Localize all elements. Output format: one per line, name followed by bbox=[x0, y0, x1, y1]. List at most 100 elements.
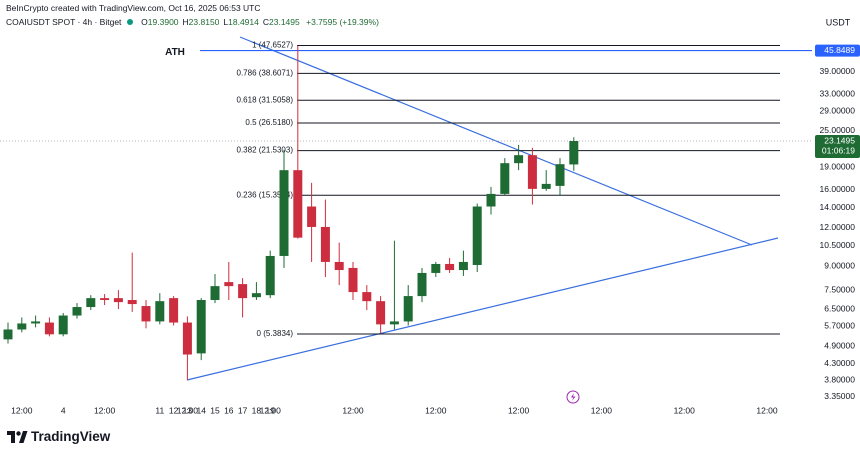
x-tick-label: 19 bbox=[265, 405, 275, 415]
fib-level-label: 0.5 (26.5180) bbox=[245, 118, 293, 127]
countdown-label: 01:06:19 bbox=[822, 145, 855, 155]
candle-body bbox=[458, 261, 468, 271]
ohlc-value: 19.3900 bbox=[147, 17, 179, 27]
ohlc-key: C bbox=[262, 17, 270, 27]
y-tick-label: 12.00000 bbox=[820, 222, 856, 232]
ascending-trendline bbox=[186, 237, 779, 381]
candle-body bbox=[224, 282, 234, 287]
candle-body bbox=[320, 226, 330, 262]
candle-body bbox=[155, 301, 165, 322]
x-tick-label: 12:00 bbox=[177, 405, 199, 415]
symbol: COAIUSDT SPOT · 4h · Bitget bbox=[6, 17, 122, 27]
candle-body bbox=[307, 206, 317, 227]
ath-price-badge bbox=[815, 44, 860, 57]
candle-body bbox=[113, 298, 123, 303]
candle-body bbox=[541, 183, 551, 189]
x-tick-label: 12:00 bbox=[11, 405, 33, 415]
candle-body bbox=[293, 170, 303, 238]
logo-mark bbox=[19, 431, 28, 443]
ath-price-label: 45.8489 bbox=[824, 45, 855, 55]
candle-body bbox=[376, 301, 386, 325]
logo-mark bbox=[7, 431, 15, 443]
x-tick-label: 13 bbox=[183, 405, 193, 415]
y-tick-label: 5.70000 bbox=[824, 321, 855, 331]
x-tick-label: 11 bbox=[155, 405, 164, 415]
y-tick-label: 9.00000 bbox=[824, 260, 855, 270]
candle-body bbox=[265, 255, 275, 296]
y-tick-label: 3.35000 bbox=[824, 391, 855, 401]
y-tick-label: 4.90000 bbox=[824, 341, 855, 351]
fib-level-label: 0.236 (15.3584) bbox=[237, 190, 294, 199]
candle-body bbox=[31, 321, 41, 324]
candle-body bbox=[514, 155, 524, 164]
y-tick-label: 39.00000 bbox=[820, 66, 856, 76]
candle-body bbox=[403, 296, 413, 322]
fib-level-label: 0.382 (21.5303) bbox=[237, 146, 294, 155]
candle-body bbox=[127, 300, 137, 305]
candle-body bbox=[445, 263, 455, 271]
logo-text: TradingView bbox=[31, 429, 111, 444]
fib-level-label: 1 (47.6527) bbox=[252, 41, 293, 50]
x-tick-label: 12 bbox=[169, 405, 179, 415]
ohlc: O19.3900 H23.8150 L18.4914 C23.1495 bbox=[137, 17, 300, 27]
y-tick-label: 14.00000 bbox=[820, 202, 856, 212]
event-icon-bolt bbox=[571, 393, 576, 401]
fib-level-label: 0.786 (38.6071) bbox=[237, 68, 294, 77]
candle-body bbox=[3, 329, 13, 340]
candle-body bbox=[431, 263, 441, 273]
ohlc-value: 18.4914 bbox=[228, 17, 259, 27]
x-tick-label: 12:00 bbox=[342, 405, 364, 415]
ath-label: ATH bbox=[165, 47, 185, 58]
event-icon bbox=[566, 390, 580, 404]
candle-body bbox=[17, 323, 27, 330]
attribution: BeInCrypto created with TradingView.com,… bbox=[6, 3, 261, 13]
candle-body bbox=[44, 322, 54, 335]
y-tick-label: 33.00000 bbox=[820, 88, 856, 98]
last-price-badge bbox=[815, 135, 860, 159]
y-tick-label: 19.00000 bbox=[820, 161, 856, 171]
x-tick-label: 17 bbox=[238, 405, 248, 415]
candle-body bbox=[196, 300, 206, 354]
y-tick-label: 16.00000 bbox=[820, 184, 856, 194]
x-tick-label: 12:00 bbox=[674, 405, 696, 415]
candle-body bbox=[100, 298, 110, 301]
candle-body bbox=[141, 306, 151, 322]
candle-body bbox=[417, 272, 427, 297]
x-tick-label: 12:00 bbox=[508, 405, 530, 415]
axis-unit: USDT bbox=[826, 17, 851, 27]
candle-body bbox=[555, 164, 565, 186]
y-tick-label: 25.00000 bbox=[820, 125, 856, 135]
candle-body bbox=[362, 292, 372, 302]
candle-body bbox=[472, 206, 482, 265]
y-tick-label: 10.50000 bbox=[820, 240, 856, 250]
candle-body bbox=[169, 298, 179, 323]
candle-body bbox=[72, 307, 82, 316]
y-tick-label: 7.50000 bbox=[824, 284, 855, 294]
candle-body bbox=[569, 141, 579, 165]
candle-body bbox=[389, 321, 399, 325]
logo-mark bbox=[16, 431, 21, 436]
ohlc-key: H bbox=[182, 17, 189, 27]
candle-body bbox=[279, 170, 289, 256]
candle-body bbox=[182, 322, 192, 355]
change: +3.7595 (+19.39%) bbox=[306, 17, 379, 27]
x-tick-label: 12:00 bbox=[425, 405, 447, 415]
x-tick-label: 18 bbox=[252, 405, 262, 415]
status-dot bbox=[126, 19, 133, 25]
footer-logo: TradingView bbox=[7, 429, 111, 444]
candle-body bbox=[86, 298, 96, 308]
candle-body bbox=[58, 315, 68, 335]
ohlc-value: 23.8150 bbox=[188, 17, 220, 27]
candle-body bbox=[334, 261, 344, 271]
y-tick-label: 6.50000 bbox=[824, 303, 855, 313]
candle-body bbox=[486, 193, 496, 207]
plot: 39.00000 33.00000 29.00000 25.00000 19.00000… bbox=[0, 41, 856, 415]
x-tick-label: 14 bbox=[196, 405, 206, 415]
ohlc-key: O bbox=[141, 17, 148, 27]
candle-body bbox=[238, 284, 248, 299]
x-tick-label: 4 bbox=[61, 405, 66, 415]
x-tick-label: 12:00 bbox=[756, 405, 778, 415]
ohlc-key: L bbox=[223, 17, 229, 27]
